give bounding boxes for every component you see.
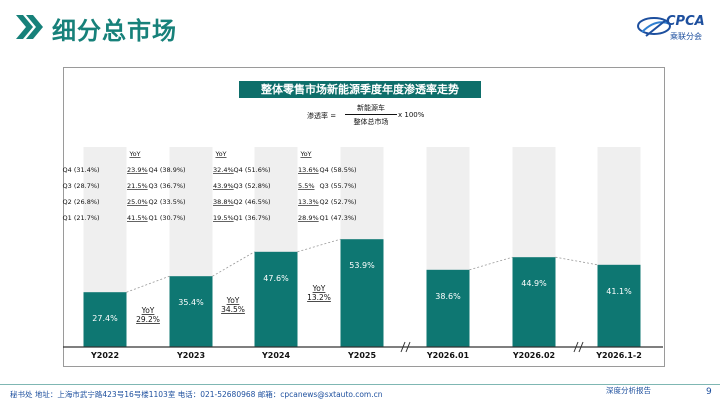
logo-subtitle: 乘联分会 (670, 32, 702, 41)
quarter-yoy-value: 43.9% (213, 182, 234, 190)
page-number: 9 (706, 387, 712, 397)
chevron-right-icon (16, 15, 43, 39)
x-tick-label: Y2022 (90, 351, 119, 360)
axis-break-mark (573, 341, 579, 353)
bar (340, 239, 384, 347)
quarter-yoy-value: 32.4% (213, 166, 234, 174)
quarter-label: Q1 (21.7%) (63, 214, 100, 222)
axis-break-mark (578, 341, 584, 353)
yoy-header: YoY (128, 150, 140, 158)
page-title: 细分总市场 (52, 17, 177, 45)
axis-break-mark (405, 341, 411, 353)
footer-address: 秘书处 地址：上海市武宁路423号16号楼1103室 电话：021-526809… (10, 390, 383, 399)
quarter-label: Q3 (52.8%) (234, 182, 271, 190)
x-tick-label: Y2024 (261, 351, 290, 360)
formula-fraction-bar (345, 114, 397, 115)
quarter-yoy-value: 21.5% (127, 182, 148, 190)
quarter-label: Q3 (55.7%) (320, 182, 357, 190)
penetration-formula: 渗透率 = 新能源车 整体总市场 x 100% (307, 103, 427, 129)
annual-yoy-value: 13.2% (307, 293, 331, 302)
quarter-yoy-value: 41.5% (127, 214, 148, 222)
quarter-label: Q4 (38.9%) (149, 166, 186, 174)
quarter-yoy-value: 19.5% (213, 214, 234, 222)
bar-value-label: 38.6% (435, 292, 461, 301)
annual-yoy-label: YoY (226, 296, 240, 305)
footer-report-type: 深度分析报告 (606, 386, 651, 395)
bar (597, 264, 641, 347)
x-tick-label: Y2023 (176, 351, 205, 360)
bar-value-label: 35.4% (178, 298, 204, 307)
quarter-label: Q3 (36.7%) (149, 182, 186, 190)
cpca-logo-icon (637, 17, 671, 37)
bar-value-label: 47.6% (263, 274, 289, 283)
bar-value-label: 27.4% (92, 314, 118, 323)
bar-value-label: 41.1% (606, 287, 632, 296)
quarter-label: Q4 (58.5%) (320, 166, 357, 174)
trend-line (212, 251, 255, 277)
quarter-yoy-value: 5.5% (298, 182, 315, 190)
bar (83, 292, 127, 347)
bar (169, 276, 213, 347)
annual-yoy-label: YoY (312, 284, 326, 293)
quarter-label: Q3 (28.7%) (63, 182, 100, 190)
annual-yoy-label: YoY (141, 306, 155, 315)
quarter-yoy-value: 13.6% (298, 166, 319, 174)
x-tick-label: Y2025 (347, 351, 376, 360)
quarter-yoy-value: 23.9% (127, 166, 148, 174)
chart-title: 整体零售市场新能源季度年度渗透率走势 (239, 81, 481, 98)
trend-line (297, 238, 341, 253)
yoy-header: YoY (299, 150, 311, 158)
bar-value-label: 44.9% (521, 279, 547, 288)
quarter-label: Q1 (36.7%) (234, 214, 271, 222)
bar-value-label: 53.9% (349, 261, 375, 270)
formula-lhs: 渗透率 = (307, 112, 337, 120)
trend-line (469, 256, 513, 271)
quarter-yoy-value: 13.3% (298, 198, 319, 206)
quarter-label: Q4 (31.4%) (63, 166, 100, 174)
quarter-label: Q4 (51.6%) (234, 166, 271, 174)
quarter-yoy-value: 25.0% (127, 198, 148, 206)
formula-denominator: 整体总市场 (353, 118, 389, 126)
logo-name: CPCA (666, 14, 705, 29)
quarter-label: Q2 (26.8%) (63, 198, 100, 206)
yoy-header: YoY (214, 150, 226, 158)
footer-divider (0, 384, 720, 385)
annual-yoy-value: 34.5% (221, 305, 245, 314)
bar (426, 269, 470, 347)
quarter-label: Q2 (46.5%) (234, 198, 271, 206)
quarter-label: Q2 (33.5%) (149, 198, 186, 206)
quarter-label: Q1 (30.7%) (149, 214, 186, 222)
x-tick-label: Y2026.1-2 (595, 351, 642, 360)
axis-break-mark (400, 341, 406, 353)
quarter-yoy-value: 38.8% (213, 198, 234, 206)
quarter-label: Q1 (47.3%) (320, 214, 357, 222)
quarter-label: Q2 (52.7%) (320, 198, 357, 206)
bar (512, 257, 556, 347)
annual-yoy-value: 29.2% (136, 315, 160, 324)
bar (254, 251, 298, 347)
formula-numerator: 新能源车 (357, 104, 385, 112)
x-tick-label: Y2026.01 (426, 351, 470, 360)
trend-line (126, 275, 170, 293)
formula-rhs: x 100% (398, 111, 425, 119)
x-tick-label: Y2026.02 (512, 351, 555, 360)
trend-line (555, 256, 598, 266)
quarter-yoy-value: 28.9% (298, 214, 319, 222)
